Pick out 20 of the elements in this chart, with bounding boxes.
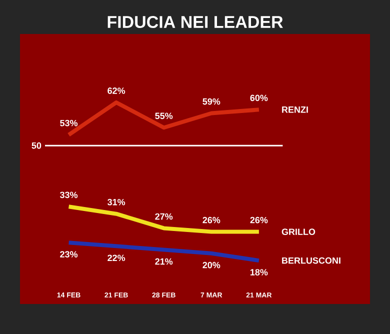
data-label: 31% xyxy=(108,198,126,206)
data-label: 55% xyxy=(155,112,173,120)
text: BERLUSCONI xyxy=(282,257,340,264)
data-label: 20% xyxy=(202,262,220,268)
data-label: 21% xyxy=(155,258,173,265)
data-label: 59% xyxy=(202,98,220,105)
chart-title: FIDUCIA NEI LEADER xyxy=(108,16,283,28)
data-label: 26% xyxy=(250,216,268,224)
text: GRILLO xyxy=(282,228,316,235)
data-label: 33% xyxy=(60,192,78,198)
data-label: 60% xyxy=(250,94,268,102)
data-label: 53% xyxy=(60,120,78,126)
ref-line-label: 50 xyxy=(32,142,42,149)
data-label: 26% xyxy=(202,216,220,224)
data-label: 22% xyxy=(108,254,126,262)
data-label: 27% xyxy=(155,213,173,220)
data-label: 62% xyxy=(108,88,126,94)
data-label: 23% xyxy=(60,251,78,258)
data-label: 18% xyxy=(250,269,268,276)
text: RENZI xyxy=(282,106,308,113)
